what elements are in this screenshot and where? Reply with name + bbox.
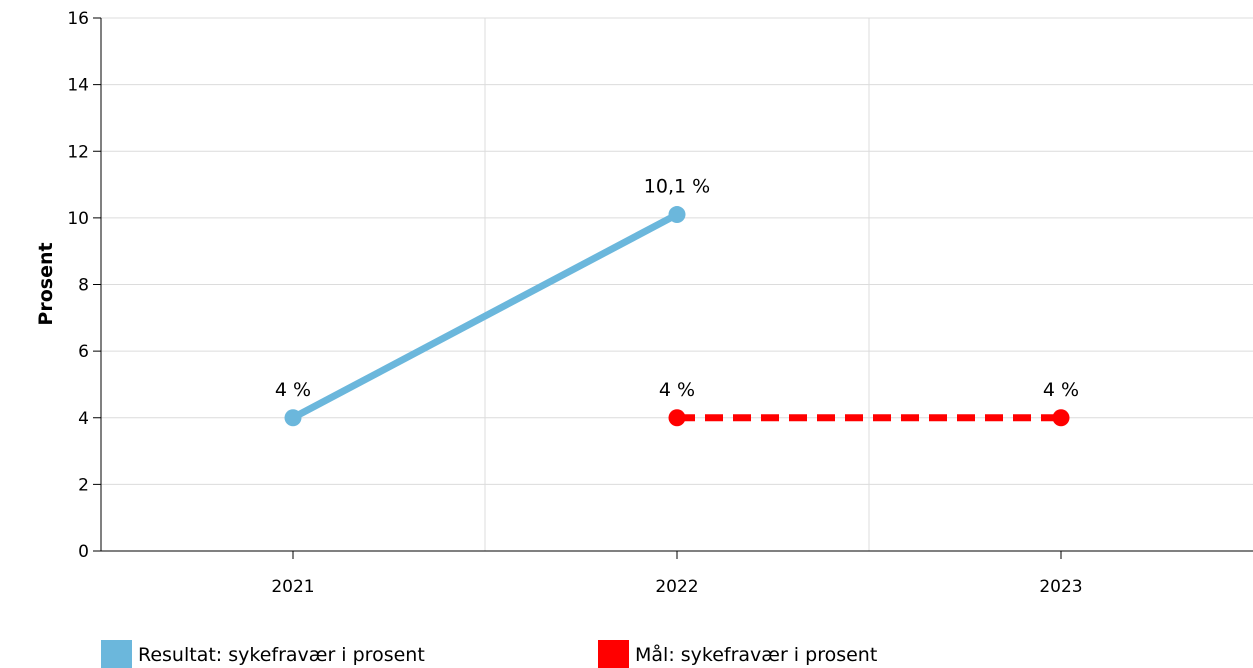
y-tick-label: 12 [67,142,89,162]
legend: Resultat: sykefravær i prosent Mål: sykef… [101,640,877,668]
legend-swatch [101,640,132,668]
data-label: 4 % [275,379,311,401]
y-tick-label: 4 [78,409,89,429]
series [284,206,1070,427]
grid-lines [101,17,1253,551]
legend-label: Mål: sykefravær i prosent [635,643,877,666]
x-tick-label: 2022 [655,577,698,597]
legend-label: Resultat: sykefravær i prosent [138,644,425,666]
y-axis-title: Prosent [35,242,57,325]
data-label: 4 % [659,379,695,401]
data-label: 10,1 % [644,176,710,198]
y-tick-label: 0 [78,542,89,562]
series-line-0 [291,211,679,421]
y-tick-label: 10 [67,209,89,229]
data-point [284,409,302,427]
data-point [668,409,686,427]
data-point [1052,409,1070,427]
legend-swatch [598,640,629,668]
data-point [668,206,686,224]
x-tick-label: 2023 [1039,577,1082,597]
y-tick-label: 2 [78,475,89,495]
data-labels: 4 % 10,1 % 4 % 4 % [275,176,1079,401]
y-tick-label: 14 [67,76,89,96]
data-label: 4 % [1043,379,1079,401]
x-tick-label: 2021 [271,577,314,597]
y-tick-label: 16 [67,9,89,29]
axes: 0 2 4 6 8 10 12 14 16 2021 2022 2023 [67,9,1253,597]
y-tick-label: 8 [78,276,89,296]
y-tick-label: 6 [78,342,89,362]
